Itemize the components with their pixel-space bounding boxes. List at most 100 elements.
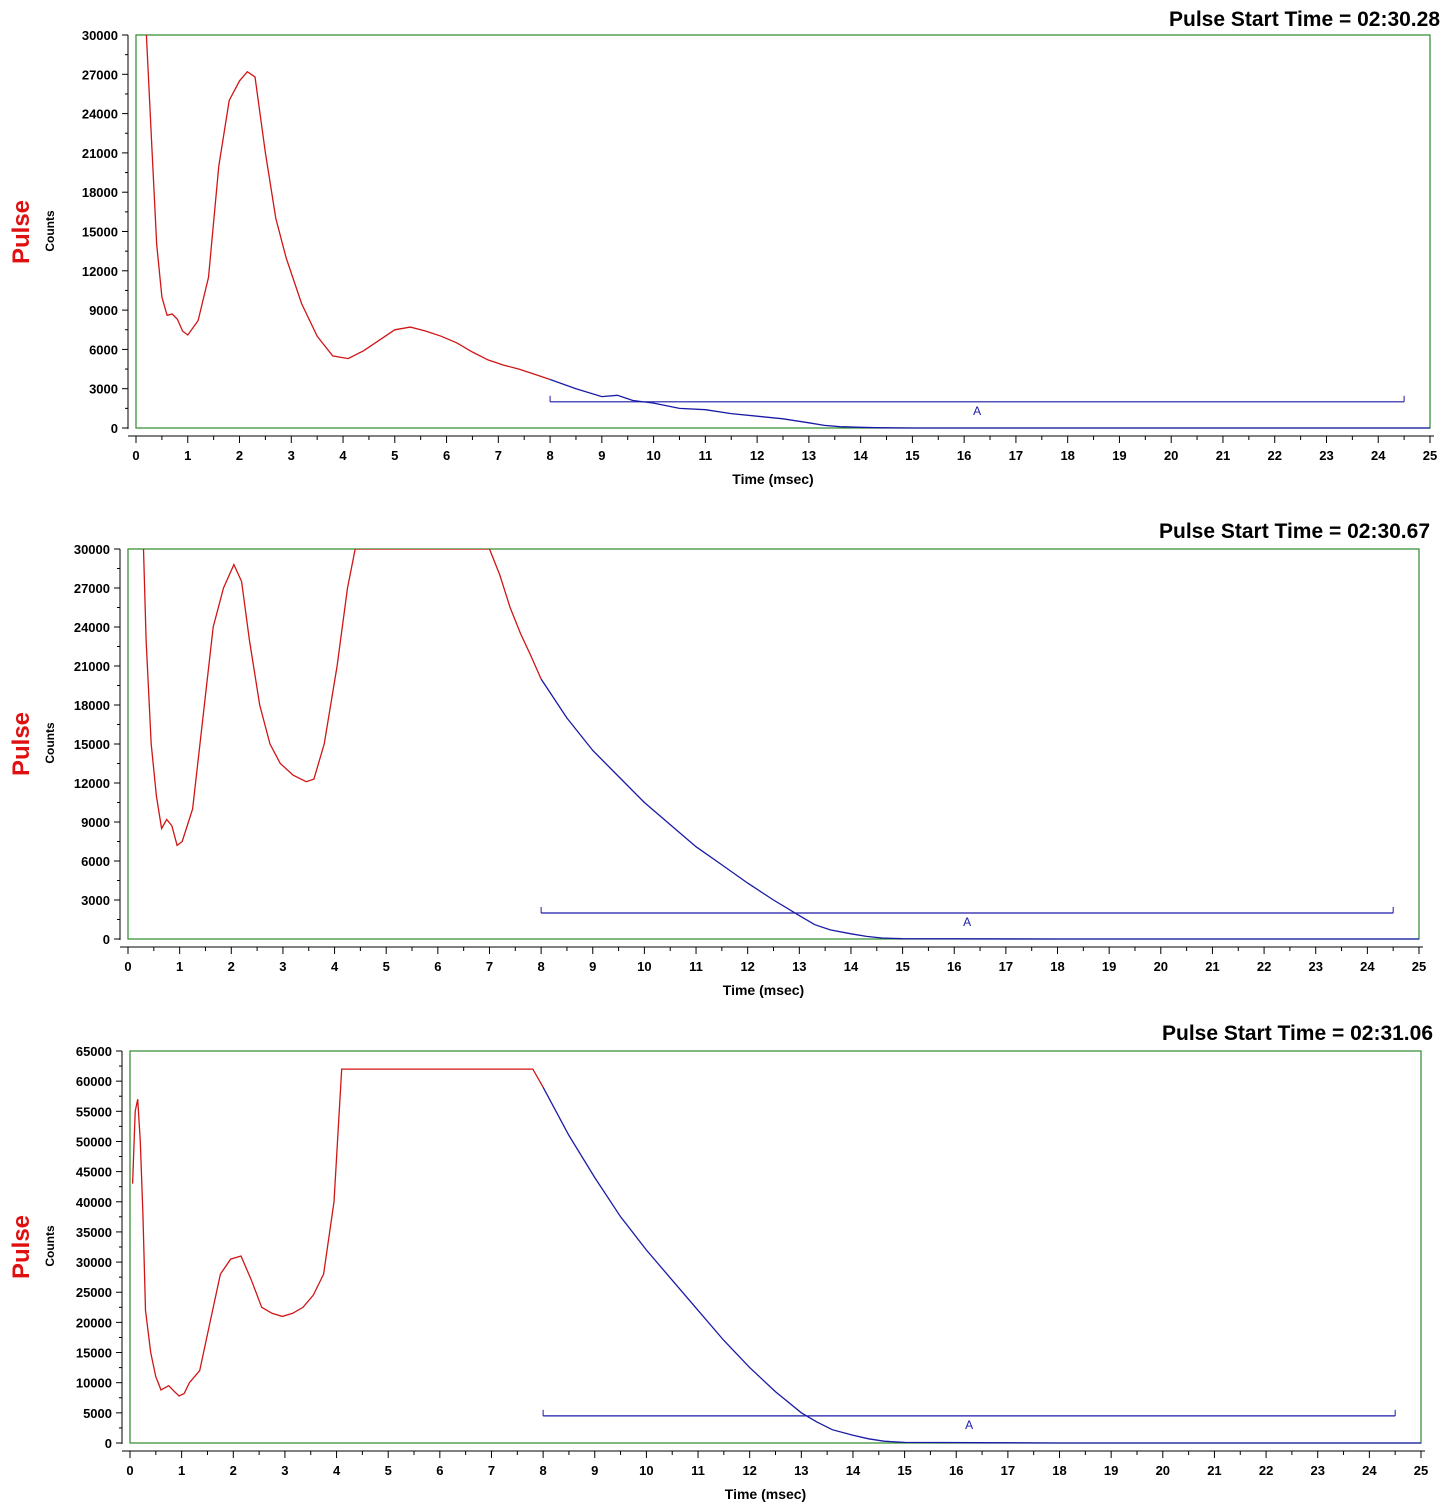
x-tick-label: 19 — [1102, 959, 1116, 974]
x-tick-label: 1 — [184, 448, 191, 463]
x-tick-label: 4 — [333, 1463, 341, 1478]
y-tick-label: 21000 — [82, 146, 118, 161]
x-tick-label: 3 — [281, 1463, 288, 1478]
x-axis-title: Time (msec) — [725, 1486, 806, 1502]
y-tick-label: 10000 — [76, 1376, 112, 1391]
x-tick-label: 12 — [742, 1463, 756, 1478]
y-tick-label: 18000 — [74, 698, 110, 713]
plot-frame — [135, 34, 1431, 429]
x-tick-label: 1 — [176, 959, 183, 974]
x-tick-label: 0 — [124, 959, 131, 974]
y-tick-label: 30000 — [74, 542, 110, 557]
y-tick-label: 15000 — [76, 1346, 112, 1361]
x-tick-label: 6 — [436, 1463, 443, 1478]
x-tick-label: 20 — [1156, 1463, 1170, 1478]
y-tick-label: 3000 — [89, 382, 118, 397]
x-tick-label: 6 — [434, 959, 441, 974]
marker-label: A — [963, 915, 971, 929]
x-tick-label: 25 — [1414, 1463, 1428, 1478]
series-before-marker — [142, 549, 542, 847]
x-tick-label: 5 — [383, 959, 390, 974]
marker-label: A — [973, 404, 981, 418]
x-tick-label: 3 — [279, 959, 286, 974]
y-tick-label: 60000 — [76, 1074, 112, 1089]
y-tick-label: 3000 — [81, 893, 110, 908]
x-tick-label: 15 — [897, 1463, 911, 1478]
y-tick-label: 55000 — [76, 1104, 112, 1119]
series-after-marker — [540, 678, 1419, 940]
x-tick-label: 14 — [846, 1463, 861, 1478]
x-tick-label: 23 — [1308, 959, 1322, 974]
x-tick-label: 8 — [538, 959, 545, 974]
y-tick-label: 0 — [103, 932, 110, 947]
x-axis-title: Time (msec) — [732, 471, 813, 487]
y-tick-label: 30000 — [82, 28, 118, 43]
series-before-marker — [131, 1068, 544, 1397]
x-tick-label: 12 — [740, 959, 754, 974]
x-tick-label: 11 — [698, 448, 712, 463]
series-after-marker — [542, 1086, 1421, 1444]
x-tick-label: 20 — [1164, 448, 1178, 463]
x-tick-label: 14 — [853, 448, 868, 463]
y-tick-label: 0 — [105, 1436, 112, 1451]
x-tick-label: 13 — [792, 959, 806, 974]
y-tick-label: 24000 — [74, 620, 110, 635]
x-tick-label: 17 — [1009, 448, 1023, 463]
x-tick-label: 22 — [1257, 959, 1271, 974]
x-tick-label: 10 — [639, 1463, 653, 1478]
x-tick-label: 18 — [1052, 1463, 1066, 1478]
x-tick-label: 10 — [637, 959, 651, 974]
x-tick-label: 25 — [1423, 448, 1437, 463]
plot-frame — [129, 1050, 1422, 1444]
y-tick-label: 5000 — [83, 1406, 112, 1421]
x-tick-label: 10 — [646, 448, 660, 463]
y-tick-label: 12000 — [82, 264, 118, 279]
x-tick-label: 22 — [1259, 1463, 1273, 1478]
x-tick-label: 23 — [1319, 448, 1333, 463]
y-tick-label: 24000 — [82, 107, 118, 122]
x-tick-label: 12 — [750, 448, 764, 463]
x-tick-label: 20 — [1154, 959, 1168, 974]
plot-frame — [127, 548, 1420, 940]
x-tick-label: 8 — [546, 448, 553, 463]
x-tick-label: 7 — [486, 959, 493, 974]
y-tick-label: 27000 — [82, 67, 118, 82]
x-tick-label: 23 — [1310, 1463, 1324, 1478]
x-tick-label: 15 — [905, 448, 919, 463]
x-tick-label: 19 — [1112, 448, 1126, 463]
y-tick-label: 9000 — [89, 303, 118, 318]
y-tick-label: 12000 — [74, 776, 110, 791]
x-tick-label: 11 — [691, 1463, 705, 1478]
x-tick-label: 22 — [1267, 448, 1281, 463]
x-tick-label: 9 — [589, 959, 596, 974]
x-tick-label: 16 — [947, 959, 961, 974]
pulse-side-label: Pulse — [8, 1214, 35, 1280]
x-tick-label: 15 — [895, 959, 909, 974]
x-tick-label: 17 — [1001, 1463, 1015, 1478]
x-tick-label: 7 — [488, 1463, 495, 1478]
y-tick-label: 45000 — [76, 1165, 112, 1180]
x-tick-label: 8 — [540, 1463, 547, 1478]
x-tick-label: 9 — [598, 448, 605, 463]
x-tick-label: 25 — [1412, 959, 1426, 974]
y-axis-title: Counts — [43, 1225, 57, 1267]
x-tick-label: 3 — [288, 448, 295, 463]
x-tick-label: 4 — [331, 959, 339, 974]
x-tick-label: 13 — [802, 448, 816, 463]
marker-label: A — [965, 1418, 973, 1432]
x-tick-label: 2 — [228, 959, 235, 974]
x-tick-label: 21 — [1205, 959, 1219, 974]
y-tick-label: 35000 — [76, 1225, 112, 1240]
y-tick-label: 25000 — [76, 1285, 112, 1300]
x-tick-label: 1 — [178, 1463, 185, 1478]
y-tick-label: 6000 — [81, 854, 110, 869]
x-tick-label: 2 — [236, 448, 243, 463]
x-tick-label: 24 — [1362, 1463, 1377, 1478]
y-tick-label: 27000 — [74, 581, 110, 596]
chart-title: Pulse Start Time = 02:30.28 — [1168, 8, 1440, 31]
x-tick-label: 5 — [385, 1463, 392, 1478]
